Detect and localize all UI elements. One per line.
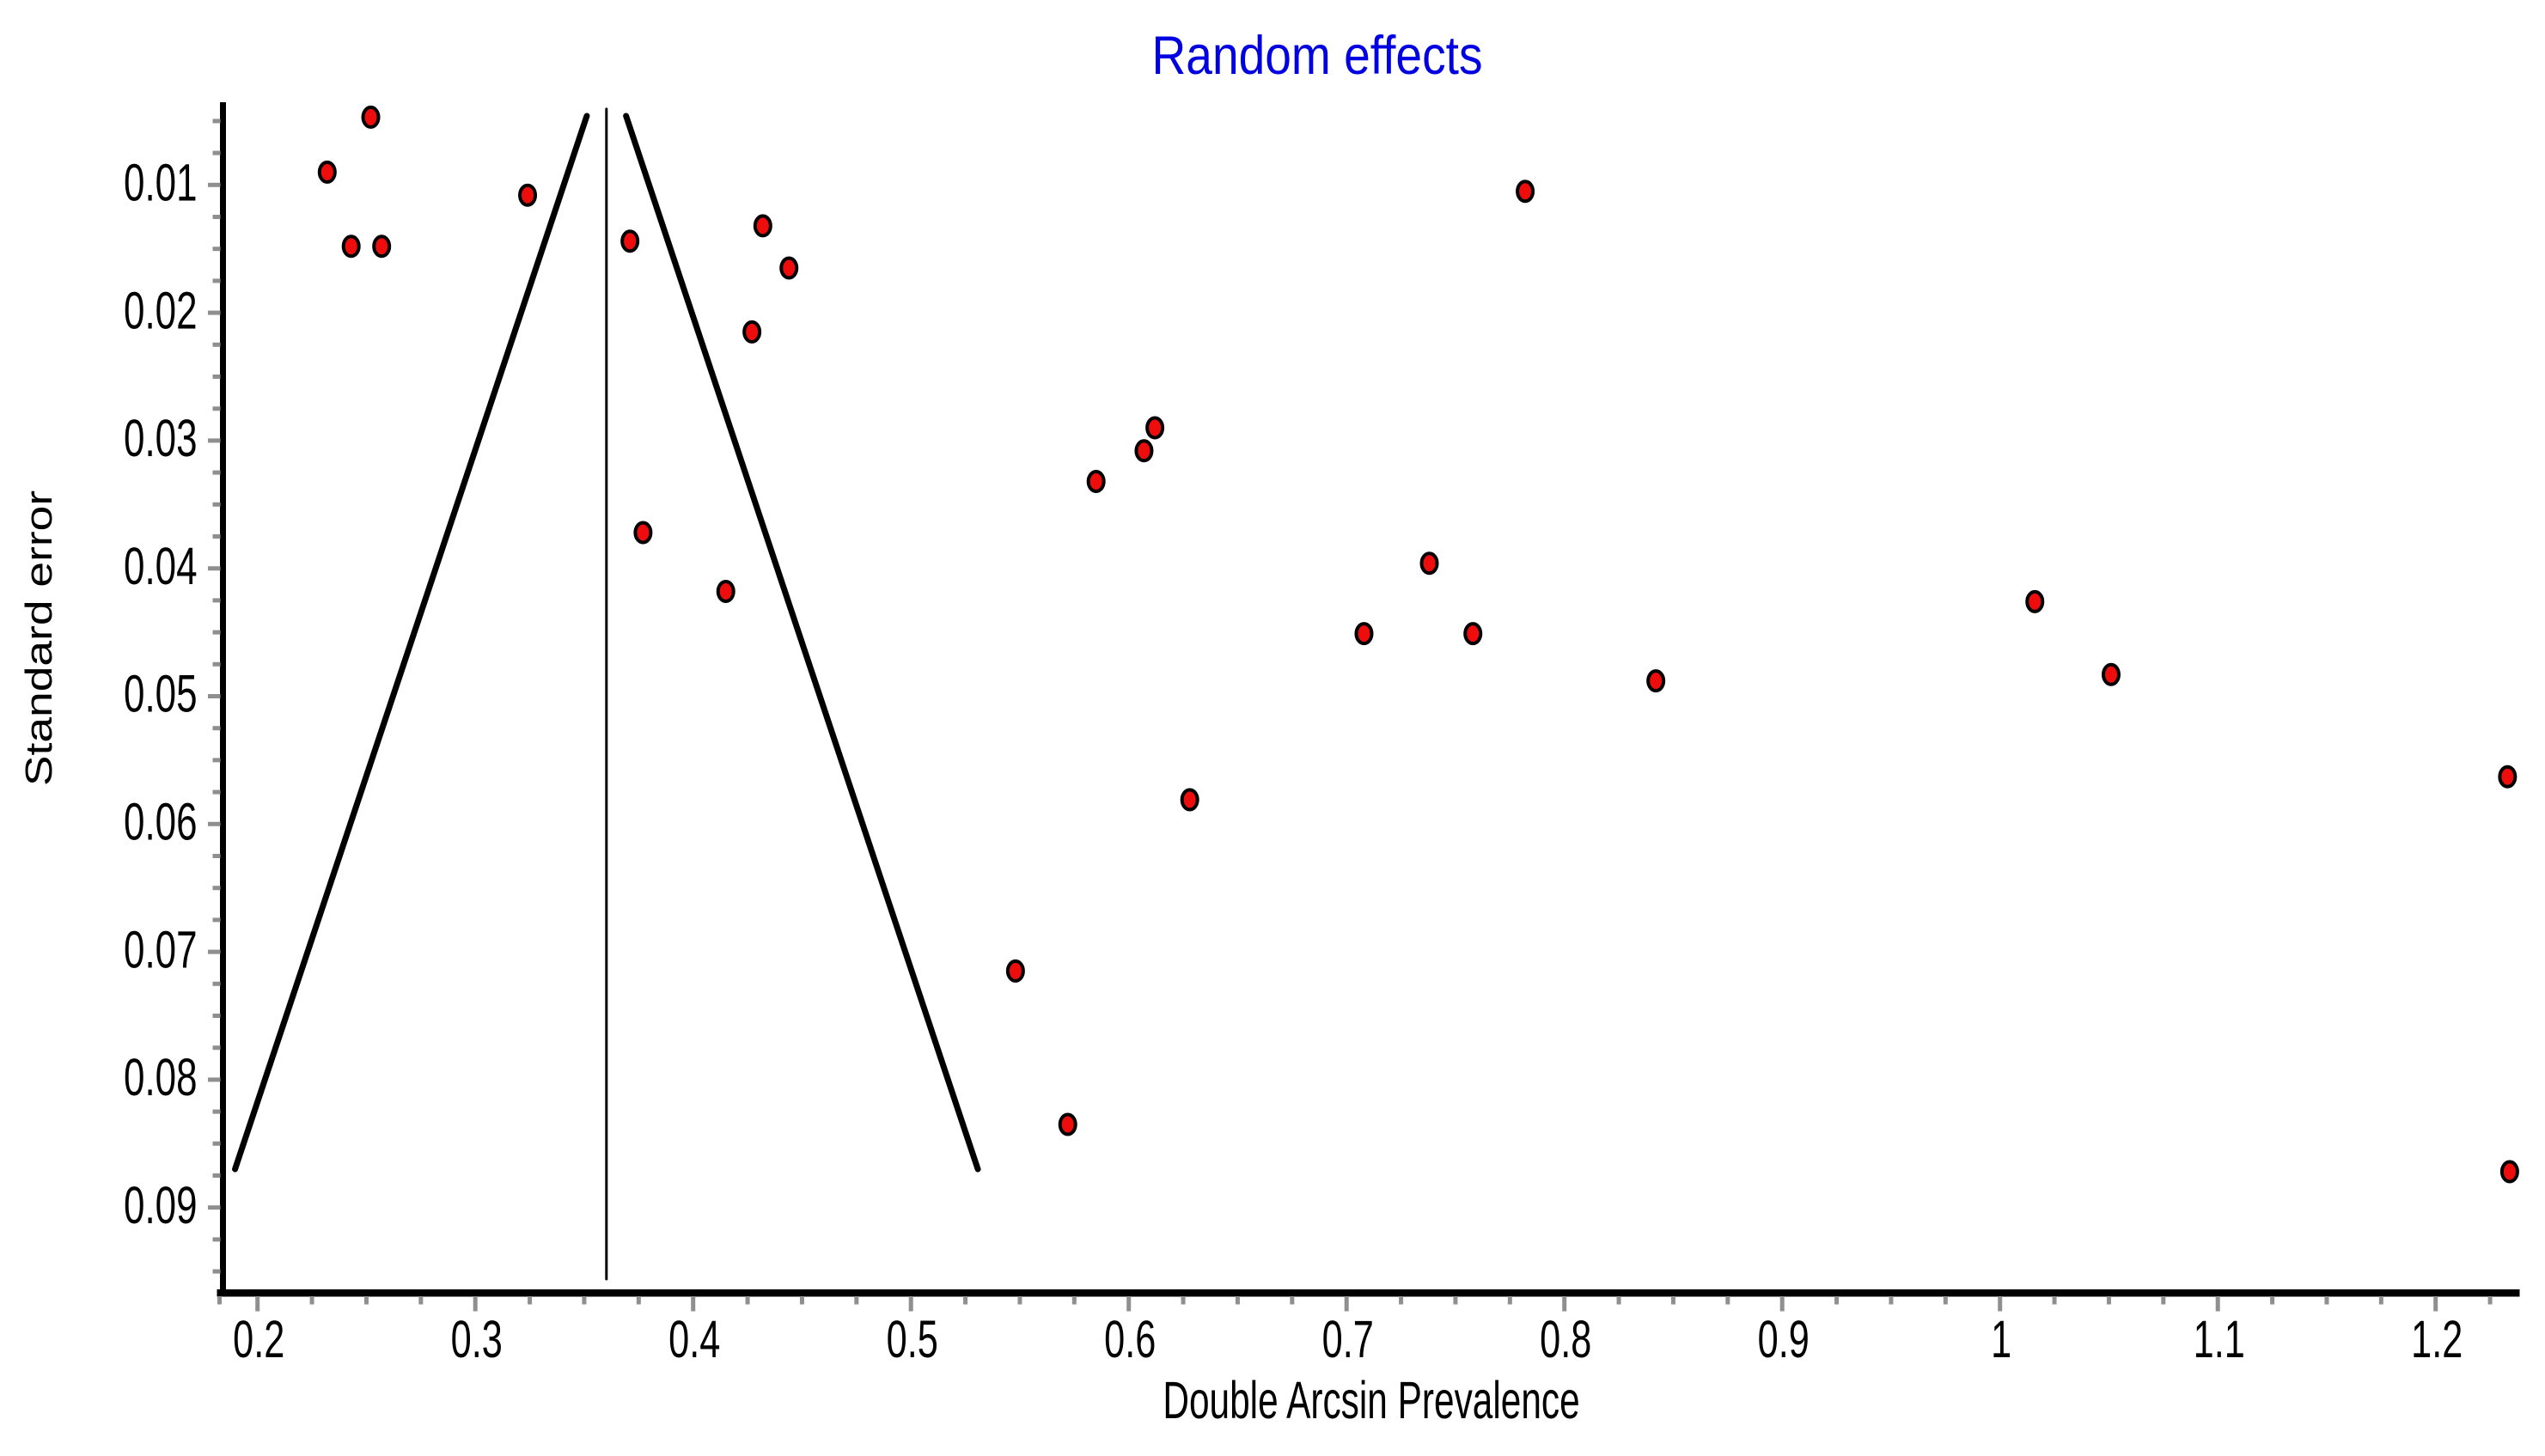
- y-axis-tick-label: 0.06: [124, 794, 197, 852]
- funnel-ci-line-right: [623, 113, 981, 1173]
- data-points-group: [317, 105, 2519, 1184]
- data-point-marker: [1463, 622, 1483, 646]
- x-axis-tick-label: 0.4: [668, 1311, 720, 1369]
- data-point-marker: [361, 105, 381, 129]
- x-axis-line: [217, 1289, 2520, 1297]
- data-point-marker: [372, 235, 392, 259]
- y-axis-line: [220, 102, 226, 1297]
- y-axis-tick-label: 0.08: [124, 1049, 197, 1107]
- axes-group: [217, 102, 2520, 1297]
- data-point-marker: [620, 229, 640, 253]
- x-axis-tick-label: 0.6: [1104, 1311, 1156, 1369]
- data-point-marker: [779, 256, 799, 280]
- data-point-marker: [742, 320, 762, 344]
- x-axis-tick-label: 0.5: [887, 1311, 938, 1369]
- data-point-marker: [2499, 1160, 2519, 1184]
- x-axis-tick-label: 0.2: [233, 1311, 284, 1369]
- data-point-marker: [317, 160, 337, 184]
- x-axis-tick-label: 0.8: [1540, 1311, 1591, 1369]
- data-point-marker: [1005, 959, 1025, 983]
- y-axis-tick-label: 0.01: [124, 155, 197, 213]
- data-point-marker: [1646, 669, 1666, 693]
- data-point-marker: [753, 214, 772, 238]
- x-axis-tick-label: 1: [1991, 1311, 2011, 1369]
- x-axis-tick-label: 0.7: [1322, 1311, 1374, 1369]
- x-axis-tick-label: 1.1: [2194, 1311, 2245, 1369]
- y-axis-tick-label: 0.09: [124, 1177, 197, 1235]
- y-axis-tick-label: 0.02: [124, 282, 197, 340]
- y-axis-tick-label: 0.04: [124, 538, 197, 596]
- data-point-marker: [633, 521, 653, 545]
- data-point-marker: [1086, 470, 1106, 494]
- data-point-marker: [716, 579, 735, 603]
- y-axis-tick-label: 0.05: [124, 666, 197, 724]
- ticks-group: [208, 119, 2493, 1312]
- funnel-ci-line-left: [232, 113, 590, 1173]
- data-point-marker: [1134, 439, 1154, 463]
- data-point-marker: [2101, 662, 2121, 686]
- y-axis-tick-label: 0.03: [124, 410, 197, 468]
- tick-labels-group: 0.01 0.02 0.03 0.04 0.05 0.06 0.07 0.08 0.09 0.2 0…: [124, 155, 2463, 1369]
- y-axis-title: Standard error: [19, 490, 60, 786]
- data-point-marker: [341, 235, 361, 259]
- data-point-marker: [2498, 765, 2518, 789]
- x-axis-tick-label: 0.9: [1758, 1311, 1810, 1369]
- data-point-marker: [2025, 589, 2045, 613]
- chart-title: Random effects: [1151, 25, 1482, 86]
- data-point-marker: [1180, 788, 1199, 812]
- x-axis-tick-label: 1.2: [2411, 1311, 2463, 1369]
- data-point-marker: [1058, 1112, 1077, 1136]
- data-point-marker: [1516, 180, 1535, 204]
- data-point-marker: [1145, 416, 1165, 440]
- data-point-marker: [1354, 622, 1374, 646]
- y-axis-tick-label: 0.07: [124, 921, 197, 979]
- x-axis-title: Double Arcsin Prevalence: [1163, 1371, 1579, 1430]
- funnel-lines-group: [232, 107, 981, 1281]
- data-point-marker: [518, 183, 538, 207]
- x-axis-tick-label: 0.3: [451, 1311, 503, 1369]
- data-point-marker: [1419, 551, 1439, 576]
